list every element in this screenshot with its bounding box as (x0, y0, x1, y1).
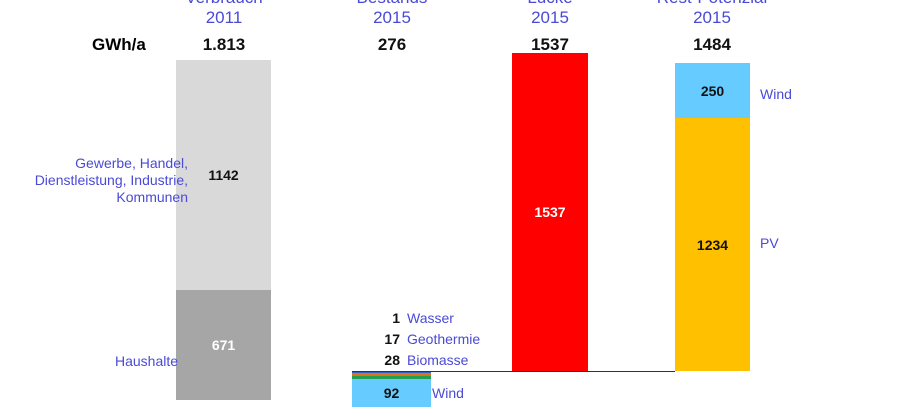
label-gewerbe: Gewerbe, Handel, Dienstleistung, Industri… (34, 155, 188, 205)
value-geothermie: 17 (384, 331, 400, 347)
label-haushalte: Haushalte (115, 353, 179, 369)
bar-wind-rest: 250 (675, 63, 750, 118)
total-luecke: 1537 (531, 35, 569, 54)
label-wind-bestand: Wind (432, 385, 464, 401)
baseline (352, 371, 675, 372)
header-verbrauch: Verbrauch2011 (185, 0, 263, 27)
label-geothermie: Geothermie (407, 331, 481, 347)
label-wasser: Wasser (407, 310, 454, 326)
label-biomasse: Biomasse (407, 352, 469, 368)
total-bestand: 276 (377, 35, 407, 54)
total-rest: 1484 (693, 35, 731, 54)
bar-geothermie (352, 376, 431, 379)
value-biomasse: 28 (384, 352, 400, 368)
value-wasser: 1 (392, 310, 400, 326)
header-luecke: Lücke2015 (527, 0, 572, 27)
header-rest: Rest-Potenzial2015 (657, 0, 768, 27)
bar-biomasse (352, 373, 431, 376)
header-bestand: Bestands2015 (357, 0, 428, 27)
total-verbrauch: 1.813 (202, 35, 246, 54)
label-pv: PV (760, 235, 779, 251)
bar-wind-bestand: 92 (352, 379, 431, 407)
bar-wasser (352, 372, 431, 373)
label-wind-rest: Wind (760, 86, 792, 102)
unit-label: GWh/a (92, 35, 146, 54)
bar-gewerbe: 1142 (176, 60, 271, 290)
bar-pv: 1234 (675, 118, 750, 371)
bar-haushalte: 671 (176, 290, 271, 400)
bar-luecke: 1537 (512, 53, 588, 371)
